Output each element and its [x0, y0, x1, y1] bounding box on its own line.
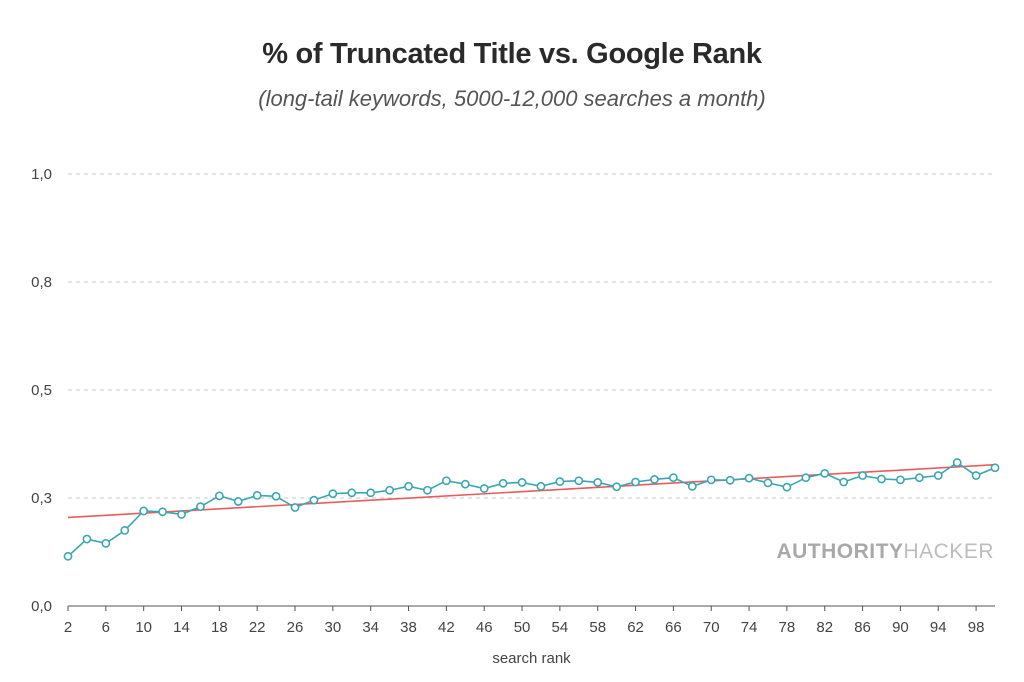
data-point — [423, 485, 432, 495]
data-point — [309, 495, 319, 505]
watermark-part2: HACKER — [903, 540, 994, 563]
y-tick-label: 0,0 — [31, 598, 52, 615]
data-point — [782, 482, 792, 492]
data-point — [914, 473, 924, 483]
data-point — [328, 489, 338, 499]
data-point — [517, 478, 527, 487]
data-point — [498, 478, 508, 488]
data-point — [536, 481, 546, 491]
x-axis-ticks: 2 6 10 14 18 22 26 30 34 38 42 46 50 54 58 62 66 70 74 78 82… — [64, 606, 985, 636]
watermark-part1: AUTHORITY — [776, 540, 904, 563]
y-tick-label: 0,3 — [31, 490, 52, 507]
x-tick-label: 22 — [249, 619, 266, 636]
data-point — [668, 473, 678, 483]
data-point — [952, 458, 962, 467]
x-tick-label: 82 — [816, 619, 833, 636]
x-tick-label: 18 — [211, 619, 228, 636]
y-axis-ticks: 0,0 0,3 0,5 0,8 1,0 — [31, 166, 52, 615]
data-point — [706, 475, 716, 485]
data-point — [101, 538, 111, 548]
data-point — [214, 491, 224, 501]
x-tick-label: 14 — [173, 619, 190, 636]
x-tick-label: 70 — [703, 619, 720, 636]
data-point — [82, 534, 92, 544]
x-tick-label: 86 — [854, 619, 871, 636]
data-point — [177, 510, 186, 519]
data-point — [896, 475, 905, 485]
x-tick-label: 10 — [135, 619, 152, 636]
x-tick-label: 42 — [438, 619, 455, 636]
x-tick-label: 94 — [930, 619, 947, 636]
x-tick-label: 30 — [325, 619, 342, 636]
data-point — [933, 471, 943, 480]
x-tick-label: 62 — [627, 619, 644, 636]
x-tick-label: 6 — [102, 619, 110, 636]
data-point — [460, 479, 470, 489]
chart-subtitle: (long-tail keywords, 5000-12,000 searche… — [258, 86, 766, 111]
data-point — [971, 471, 981, 480]
x-axis-label: search rank — [492, 650, 571, 667]
data-point — [347, 488, 357, 498]
data-point — [744, 473, 754, 483]
data-point — [139, 506, 149, 516]
data-point — [479, 484, 489, 493]
x-tick-label: 2 — [64, 619, 72, 636]
data-point — [63, 551, 73, 561]
x-tick-label: 98 — [968, 619, 985, 636]
x-tick-label: 90 — [892, 619, 909, 636]
x-tick-label: 34 — [362, 619, 379, 636]
y-tick-label: 0,8 — [31, 274, 52, 291]
series-group — [63, 458, 1000, 561]
brand-watermark: AUTHORITYHACKER — [776, 540, 994, 564]
data-point — [120, 526, 130, 535]
x-tick-label: 78 — [779, 619, 796, 636]
data-point — [574, 476, 584, 486]
data-point — [650, 475, 659, 484]
x-tick-label: 66 — [665, 619, 682, 636]
x-tick-label: 74 — [741, 619, 758, 636]
data-point — [631, 477, 640, 487]
x-tick-label: 58 — [589, 619, 606, 636]
data-point — [271, 491, 281, 501]
data-point — [252, 491, 262, 500]
y-tick-label: 0,5 — [31, 382, 52, 399]
data-point — [158, 507, 167, 517]
gridlines — [68, 173, 995, 499]
data-point — [233, 497, 243, 506]
data-point — [385, 485, 395, 495]
data-point — [404, 481, 413, 491]
data-point — [290, 503, 300, 512]
data-point — [593, 478, 603, 487]
data-point — [839, 477, 849, 487]
data-point — [763, 478, 773, 488]
data-point — [441, 476, 451, 486]
x-tick-label: 50 — [514, 619, 531, 636]
x-tick-label: 38 — [400, 619, 417, 636]
data-point — [725, 475, 735, 485]
x-tick-label: 26 — [287, 619, 304, 636]
data-point — [990, 463, 1000, 473]
trend-line — [67, 463, 996, 519]
data-point — [877, 474, 886, 484]
data-point — [801, 473, 811, 483]
data-point — [196, 502, 205, 512]
data-point — [820, 468, 830, 478]
data-point — [687, 481, 697, 491]
data-point — [555, 477, 565, 486]
x-tick-label: 46 — [476, 619, 493, 636]
data-point — [858, 471, 867, 480]
y-tick-label: 1,0 — [31, 166, 52, 183]
data-point — [366, 488, 376, 498]
data-point — [612, 482, 622, 492]
chart-title: % of Truncated Title vs. Google Rank — [262, 38, 762, 70]
x-tick-label: 54 — [552, 619, 569, 636]
